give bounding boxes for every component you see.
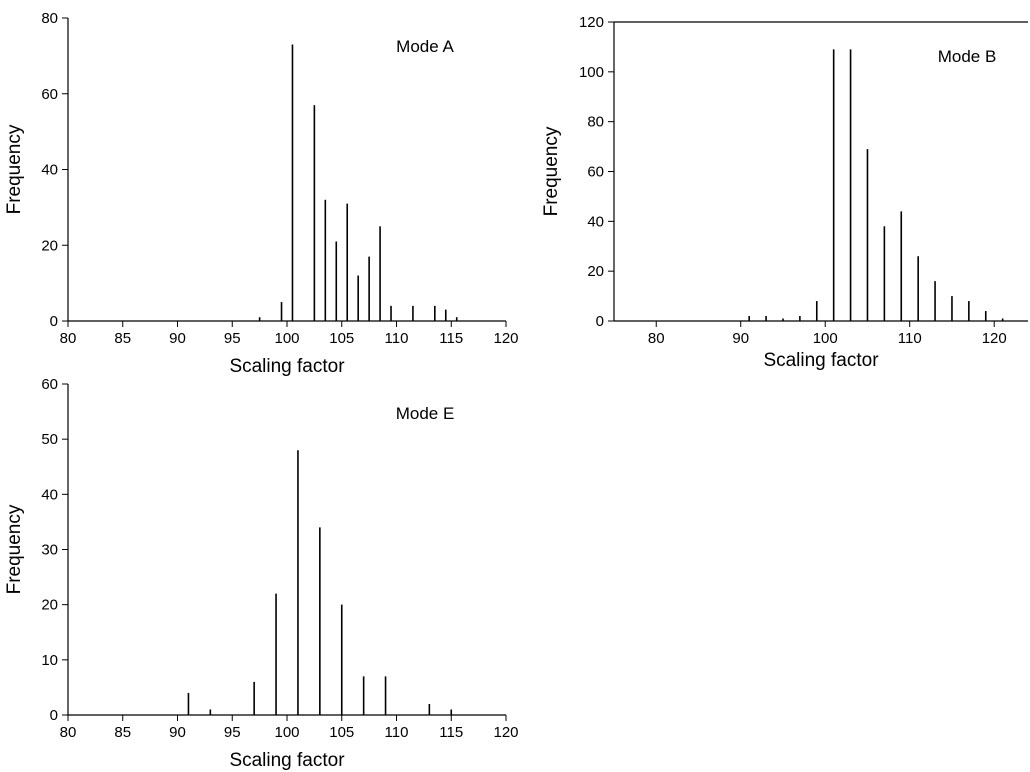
mode-b-y-tick-label: 0	[596, 313, 604, 330]
mode-e-y-tick-label: 30	[41, 542, 58, 559]
mode-e-x-axis-title: Scaling factor	[229, 750, 345, 771]
mode-b-x-tick-label: 100	[813, 330, 838, 347]
mode-e-y-axis-title: Frequency	[4, 504, 25, 594]
mode-e-x-tick-label: 115	[439, 724, 463, 741]
mode-b-y-tick-label: 120	[579, 14, 604, 31]
mode-e-y-tick-label: 60	[41, 376, 58, 393]
mode-b-y-tick-label: 80	[587, 114, 604, 131]
mode-e-x-tick-label: 120	[493, 724, 518, 741]
mode-b-y-tick-label: 20	[587, 263, 604, 280]
mode-a-x-tick-label: 115	[439, 330, 463, 347]
mode-a-y-tick-label: 60	[41, 86, 58, 103]
mode-e-y-tick-label: 40	[41, 486, 58, 503]
mode-a-x-tick-label: 85	[114, 330, 131, 347]
mode-a-x-tick-label: 90	[169, 330, 186, 347]
mode-b-x-tick-label: 120	[982, 330, 1007, 347]
mode-e-y-tick-label: 50	[41, 431, 58, 448]
mode-b-x-tick-label: 80	[648, 330, 665, 347]
mode-b-y-axis-title: Frequency	[541, 126, 562, 216]
mode-b-x-axis-title: Scaling factor	[763, 350, 879, 371]
mode-e-y-tick-label: 20	[41, 597, 58, 614]
mode-b-y-tick-label: 60	[587, 164, 604, 181]
panel-mode-b: 0 20 40 60 80 100 120 80 90 100 110 120 Scaling fact…	[541, 14, 1028, 371]
mode-a-y-axis-title: Frequency	[4, 124, 25, 214]
mode-a-x-axis-title: Scaling factor	[229, 356, 345, 377]
mode-e-x-tick-label: 105	[329, 724, 354, 741]
mode-e-x-tick-label: 80	[60, 724, 77, 741]
mode-a-x-tick-label: 110	[385, 330, 409, 347]
mode-e-x-tick-label: 110	[385, 724, 409, 741]
panel-mode-a: 0 20 40 60 80 80 85 90 95 100 105 110 115 120 Scaling …	[4, 10, 519, 377]
mode-a-y-tick-label: 40	[41, 162, 58, 179]
mode-e-title: Mode E	[396, 404, 455, 423]
mode-a-x-tick-label: 105	[329, 330, 354, 347]
mode-b-title: Mode B	[938, 47, 997, 66]
mode-a-y-tick-label: 20	[41, 237, 58, 254]
mode-b-x-tick-label: 110	[898, 330, 922, 347]
mode-b-y-tick-label: 40	[587, 213, 604, 230]
mode-e-x-tick-label: 95	[224, 724, 241, 741]
mode-a-y-tick-label: 80	[41, 10, 58, 27]
panel-mode-e: 0 10 20 30 40 50 60 80 85 90 95 100 105 110 115 120 Scal…	[4, 376, 519, 771]
mode-a-x-tick-label: 100	[274, 330, 299, 347]
mode-e-y-tick-label: 0	[50, 707, 58, 724]
mode-e-x-tick-label: 85	[114, 724, 131, 741]
mode-b-y-tick-label: 100	[579, 64, 604, 81]
mode-a-x-tick-label: 120	[493, 330, 518, 347]
mode-e-y-tick-label: 10	[41, 652, 58, 669]
mode-e-x-tick-label: 90	[169, 724, 186, 741]
mode-b-x-tick-label: 90	[732, 330, 749, 347]
mode-e-x-tick-label: 100	[274, 724, 299, 741]
mode-a-y-tick-label: 0	[50, 313, 58, 330]
mode-a-title: Mode A	[396, 37, 454, 56]
mode-a-x-tick-label: 95	[224, 330, 241, 347]
mode-a-x-tick-label: 80	[60, 330, 77, 347]
